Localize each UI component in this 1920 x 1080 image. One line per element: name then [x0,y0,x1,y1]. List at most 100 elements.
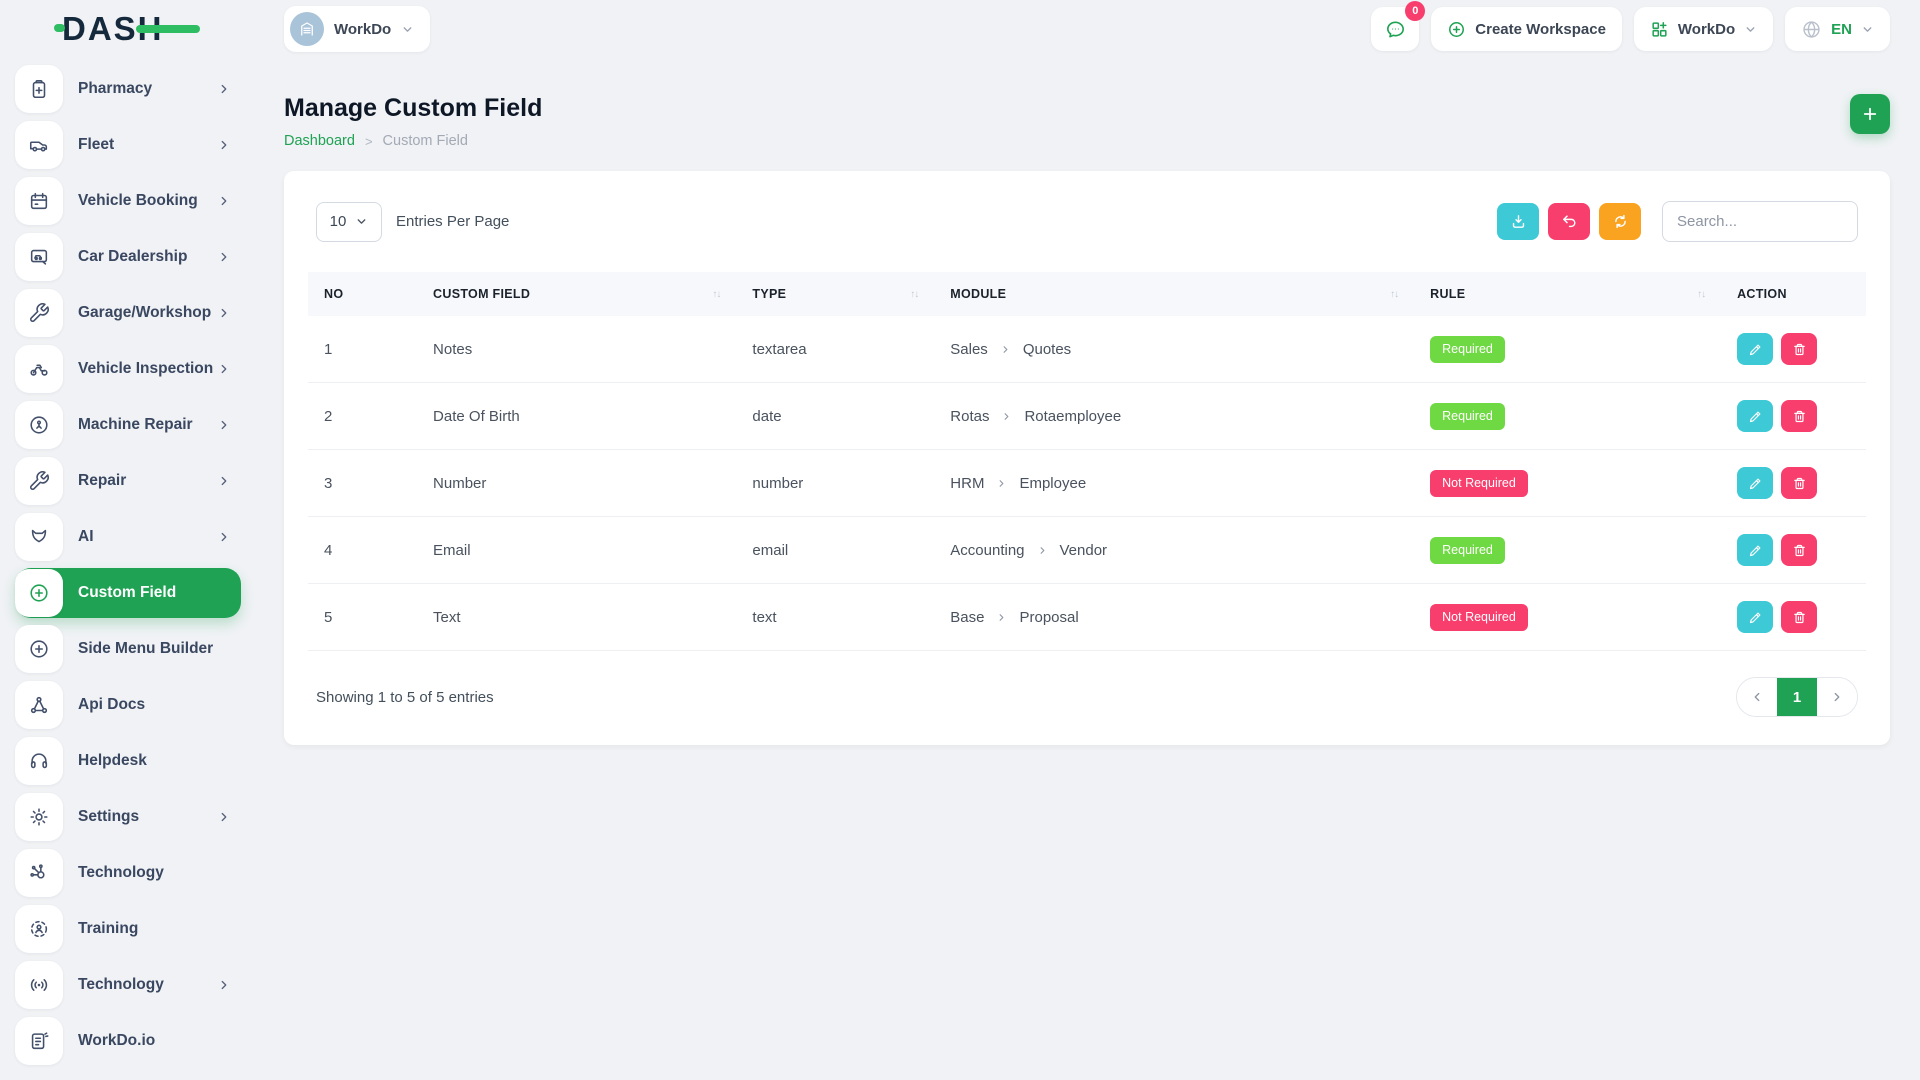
cell-type: text [736,583,935,651]
cell-module: HRM Employee [950,475,1398,492]
workspace-switcher[interactable]: WorkDo [284,6,431,52]
cell-custom-field: Notes [417,316,737,383]
sort-icon[interactable]: ↑↓ [1390,288,1399,300]
sidebar-item-repair[interactable]: Repair [15,456,241,506]
module-child: Employee [1019,474,1087,492]
logo-accent-bar [135,25,200,33]
sidebar-item-helpdesk[interactable]: Helpdesk [15,736,241,786]
table-row: 2 Date Of Birth date Rotas Rotaemployee R… [308,382,1866,450]
chevron-right-icon [217,474,231,488]
sidebar-item-settings[interactable]: Settings [15,792,241,842]
breadcrumb-dashboard-link[interactable]: Dashboard [284,133,355,149]
cell-no: 2 [308,382,418,450]
logo-cell: DASH [0,0,257,58]
export-button[interactable] [1497,203,1539,240]
messages-button[interactable]: 0 [1371,1,1426,51]
download-icon [1512,215,1524,228]
pencil-icon [1749,612,1761,623]
trash-icon [1793,477,1805,489]
page-title: Manage Custom Field [284,94,543,122]
sidebar-item-fleet[interactable]: Fleet [15,120,241,170]
pencil-icon [1749,344,1761,355]
sidebar-item-training[interactable]: Training [15,904,241,954]
broadcast-icon [15,961,63,1009]
delete-button[interactable] [1781,467,1818,499]
sidebar-item-garage-workshop[interactable]: Garage/Workshop [15,288,241,338]
chevron-right-icon [217,82,231,96]
sort-icon[interactable]: ↑↓ [1697,288,1706,300]
rule-badge: Required [1430,402,1505,430]
breadcrumb: Dashboard > Custom Field [284,133,542,149]
sidebar-item-workdo-io[interactable]: WorkDo.io [15,1016,241,1066]
entries-per-page-label: Entries Per Page [396,213,510,230]
sidebar-item-label: Fleet [78,136,115,153]
workdo-apps-menu[interactable]: WorkDo [1633,7,1774,51]
sidebar-item-side-menu-builder[interactable]: Side Menu Builder [15,624,241,674]
machine-icon [15,401,63,449]
brand-logo[interactable]: DASH [54,10,200,48]
cell-module: Rotas Rotaemployee [950,408,1398,425]
sidebar-item-machine-repair[interactable]: Machine Repair [15,400,241,450]
pagination-prev-button[interactable] [1737,678,1777,716]
chevron-right-icon [1000,344,1011,355]
sidebar-item-vehicle-inspection[interactable]: Vehicle Inspection [15,344,241,394]
delete-button[interactable] [1781,333,1818,365]
sidebar-item-pharmacy[interactable]: Pharmacy [15,64,241,114]
edit-button[interactable] [1737,467,1774,499]
cell-custom-field: Date Of Birth [417,382,737,450]
sidebar-item-car-dealership[interactable]: Car Dealership [15,232,241,282]
sidebar-item-ai[interactable]: AI [15,512,241,562]
cell-custom-field: Number [417,449,737,517]
trash-icon [1793,611,1805,623]
refresh-button[interactable] [1599,203,1641,240]
chevron-right-icon [217,194,231,208]
chevron-down-icon [1744,23,1757,36]
plus-circle-icon [15,625,63,673]
chevron-right-icon [217,810,231,824]
chevron-right-icon [217,306,231,320]
sort-icon[interactable]: ↑↓ [910,288,919,300]
search-input[interactable] [1662,201,1858,242]
plus-icon [1863,107,1877,121]
chevron-right-icon [996,612,1007,623]
entries-per-page-select[interactable]: 10 [316,201,382,242]
pagination-next-button[interactable] [1817,678,1857,716]
sort-icon[interactable]: ↑↓ [712,288,721,300]
workdo-menu-label: WorkDo [1677,20,1736,38]
language-selector[interactable]: EN [1785,7,1890,51]
messages-count-badge: 0 [1405,1,1426,21]
trash-icon [1793,544,1805,556]
clipboard-plus-icon [15,65,63,113]
showing-entries-text: Showing 1 to 5 of 5 entries [316,688,494,706]
edit-button[interactable] [1737,400,1774,432]
cell-type: number [736,449,935,517]
car-monitor-icon [15,233,63,281]
cell-custom-field: Text [417,583,737,651]
delete-button[interactable] [1781,400,1818,432]
table-row: 1 Notes textarea Sales Quotes Required [308,316,1866,383]
chevron-right-icon [1834,692,1840,702]
cell-action [1737,601,1850,633]
table-row: 3 Number number HRM Employee Not Required [308,449,1866,517]
module-parent: Base [950,608,985,626]
add-custom-field-button[interactable] [1850,94,1890,134]
sidebar-item-technology[interactable]: Technology [15,848,241,898]
sidebar-item-label: Garage/Workshop [78,304,212,321]
sidebar-item-custom-field[interactable]: Custom Field [15,568,241,618]
delete-button[interactable] [1781,534,1818,566]
reset-button[interactable] [1548,203,1590,240]
pagination-page-1[interactable]: 1 [1777,678,1817,716]
create-workspace-button[interactable]: Create Workspace [1431,7,1622,51]
table-row: 4 Email email Accounting Vendor Required [308,516,1866,584]
sidebar-item-label: Car Dealership [78,248,188,265]
edit-button[interactable] [1737,333,1774,365]
table-footer: Showing 1 to 5 of 5 entries 1 [308,651,1866,719]
edit-button[interactable] [1737,601,1774,633]
delete-button[interactable] [1781,601,1818,633]
sidebar-item-api-docs[interactable]: Api Docs [15,680,241,730]
edit-button[interactable] [1737,534,1774,566]
sidebar-item-vehicle-booking[interactable]: Vehicle Booking [15,176,241,226]
column-header-custom-field: CUSTOM FIELD [433,287,531,301]
sidebar-item-label: Machine Repair [78,416,193,433]
sidebar-item-technology-2[interactable]: Technology [15,960,241,1010]
